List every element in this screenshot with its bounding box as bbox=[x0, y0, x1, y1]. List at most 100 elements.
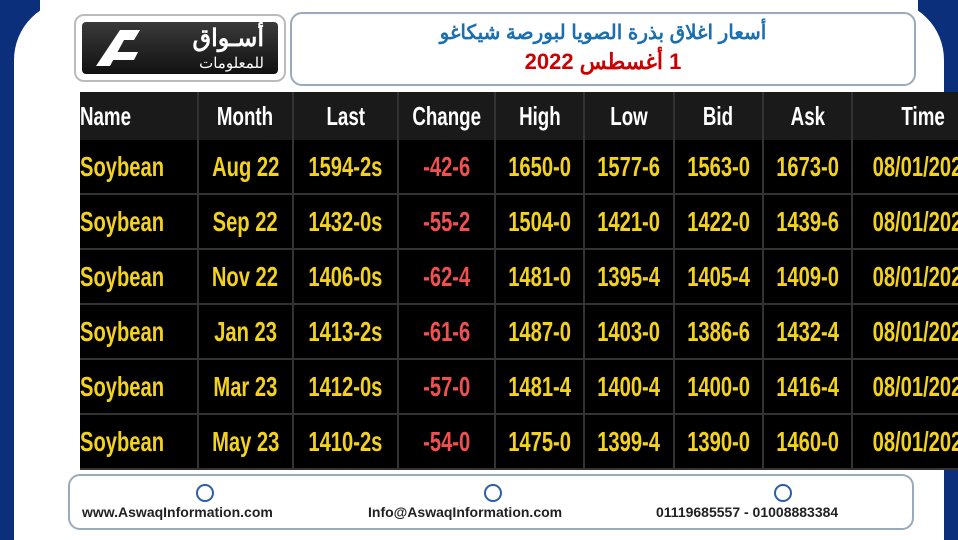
column-header-text: Ask bbox=[790, 100, 825, 131]
cell-text: 1432-0s bbox=[308, 205, 383, 237]
cell: -61-6 bbox=[397, 304, 497, 360]
cell: Soybean bbox=[80, 414, 199, 470]
cell: 1577-6 bbox=[584, 140, 675, 195]
cell-text: Soybean bbox=[80, 260, 165, 292]
cell: Aug 22 bbox=[197, 140, 295, 195]
cell-text: 1673-0 bbox=[775, 150, 839, 182]
cell: 1487-0 bbox=[495, 304, 586, 360]
cell: 1594-2s bbox=[293, 140, 399, 195]
cell: 1673-0 bbox=[762, 140, 853, 195]
logo-title: أسـواق bbox=[192, 25, 265, 52]
cell-text: -61-6 bbox=[423, 315, 471, 347]
cell: 08/01/2022 bbox=[851, 359, 958, 415]
header-row: Name Month Last Change High Low Bid Ask Time bbox=[80, 92, 958, 140]
data-row: Soybean Jan 23 1413-2s -61-6 1487-0 1403-0 138… bbox=[80, 304, 958, 360]
logo-subtitle: للمعلومات bbox=[199, 55, 264, 72]
column-header-text: Low bbox=[610, 100, 648, 131]
cell-text: Jan 23 bbox=[214, 315, 277, 347]
column-header: Bid bbox=[673, 92, 764, 140]
cell-text: 1475-0 bbox=[508, 425, 572, 457]
cell-text: 1410-2s bbox=[308, 425, 383, 457]
column-header-text: Last bbox=[326, 100, 365, 131]
cell: 1400-4 bbox=[584, 359, 675, 415]
cell: 1475-0 bbox=[495, 414, 586, 470]
cell: 1395-4 bbox=[584, 249, 675, 305]
email: Info@AswaqInformation.com bbox=[368, 504, 563, 520]
cell-text: 1481-4 bbox=[508, 370, 572, 402]
cell-text: 1650-0 bbox=[508, 150, 572, 182]
cell: -54-0 bbox=[397, 414, 497, 470]
column-header-text: Change bbox=[412, 100, 481, 131]
cell-text: 08/01/2022 bbox=[872, 425, 958, 457]
cell-text: 1422-0 bbox=[686, 205, 750, 237]
date: 1 أغسطس 2022 bbox=[524, 49, 682, 74]
cell-text: Mar 23 bbox=[213, 370, 278, 402]
cell-text: 08/01/2022 bbox=[872, 370, 958, 402]
cell-text: -55-2 bbox=[423, 205, 471, 237]
cell: 1439-6 bbox=[762, 194, 853, 250]
cell: 1400-0 bbox=[673, 359, 764, 415]
cell: 1460-0 bbox=[762, 414, 853, 470]
cell: 08/01/2022 bbox=[851, 194, 958, 250]
logo: أسـواق للمعلومات bbox=[74, 14, 286, 82]
column-header: High bbox=[495, 92, 586, 140]
cell-text: 1439-6 bbox=[775, 205, 839, 237]
cell: May 23 bbox=[197, 414, 295, 470]
globe-icon bbox=[196, 484, 214, 502]
cell-text: 1563-0 bbox=[686, 150, 750, 182]
cell-text: 1403-0 bbox=[597, 315, 661, 347]
phones: 01119685557 - 01008883384 bbox=[656, 504, 839, 520]
cell: 1481-4 bbox=[495, 359, 586, 415]
cell: 1386-6 bbox=[673, 304, 764, 360]
cell: 1416-4 bbox=[762, 359, 853, 415]
cell-text: -62-4 bbox=[423, 260, 471, 292]
cell-text: Nov 22 bbox=[212, 260, 279, 292]
column-header: Last bbox=[293, 92, 399, 140]
cell-text: 1413-2s bbox=[308, 315, 383, 347]
cell-text: 1409-0 bbox=[775, 260, 839, 292]
cell-text: 1432-4 bbox=[775, 315, 839, 347]
column-header: Time bbox=[851, 92, 958, 140]
cell: -62-4 bbox=[397, 249, 497, 305]
cell-text: 1412-0s bbox=[308, 370, 383, 402]
cell: Jan 23 bbox=[197, 304, 295, 360]
cell-text: 1481-0 bbox=[508, 260, 572, 292]
logo-badge: أسـواق للمعلومات bbox=[82, 22, 278, 74]
cell: Soybean bbox=[80, 304, 199, 360]
mail-icon bbox=[484, 484, 502, 502]
cell-text: 1390-0 bbox=[686, 425, 750, 457]
data-row: Soybean Mar 23 1412-0s -57-0 1481-4 1400-4 140… bbox=[80, 359, 958, 415]
cell-text: Soybean bbox=[80, 370, 165, 402]
website: www.AswaqInformation.com bbox=[82, 504, 273, 520]
column-header-text: High bbox=[519, 100, 561, 131]
cell: Nov 22 bbox=[197, 249, 295, 305]
cell-text: 1400-0 bbox=[686, 370, 750, 402]
cell-text: Soybean bbox=[80, 315, 165, 347]
cell: 08/01/2022 bbox=[851, 304, 958, 360]
cell-text: 1460-0 bbox=[775, 425, 839, 457]
cell-text: 1395-4 bbox=[597, 260, 661, 292]
cell: -55-2 bbox=[397, 194, 497, 250]
cell: 1390-0 bbox=[673, 414, 764, 470]
cell: Soybean bbox=[80, 249, 199, 305]
cell-text: 1399-4 bbox=[597, 425, 661, 457]
cell: 1650-0 bbox=[495, 140, 586, 195]
cell-text: 08/01/2022 bbox=[872, 315, 958, 347]
cell: Mar 23 bbox=[197, 359, 295, 415]
cell-text: 08/01/2022 bbox=[872, 260, 958, 292]
cell-text: Sep 22 bbox=[212, 205, 278, 237]
column-header-text: Time bbox=[901, 100, 945, 131]
price-table: Name Month Last Change High Low Bid Ask Time Soyb… bbox=[80, 92, 958, 470]
cell: 1421-0 bbox=[584, 194, 675, 250]
column-header: Low bbox=[584, 92, 675, 140]
cell: 1406-0s bbox=[293, 249, 399, 305]
phone-icon bbox=[774, 484, 792, 502]
column-header: Name bbox=[80, 92, 199, 140]
cell: 1481-0 bbox=[495, 249, 586, 305]
cell: 1403-0 bbox=[584, 304, 675, 360]
column-header: Ask bbox=[762, 92, 853, 140]
cell-text: Aug 22 bbox=[211, 150, 280, 182]
cell: 08/01/2022 bbox=[851, 140, 958, 195]
cell: 1563-0 bbox=[673, 140, 764, 195]
